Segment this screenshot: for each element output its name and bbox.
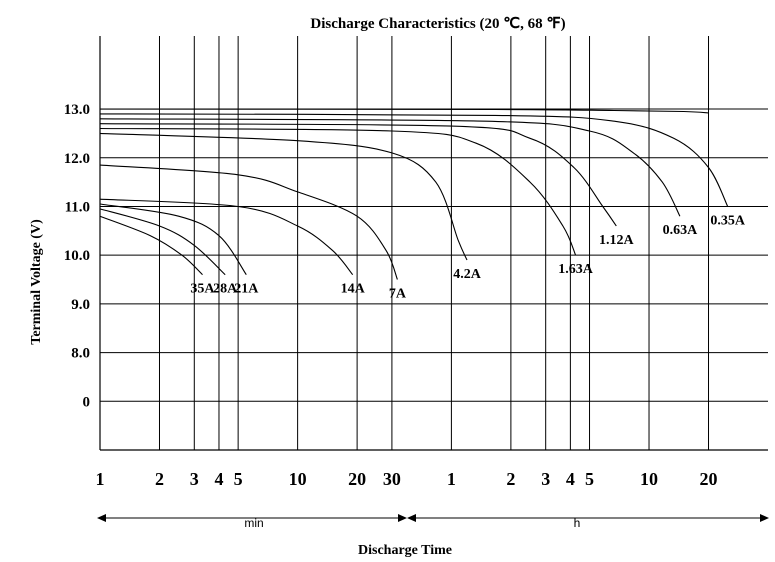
x-tick-label: 20 [700, 469, 718, 489]
x-tick-label: 4 [566, 469, 575, 489]
x-tick-label: 10 [640, 469, 658, 489]
curve-14a [99, 198, 354, 276]
curve-label-0-35a: 0.35A [710, 213, 746, 228]
curve-label-14a: 14A [341, 282, 366, 297]
chart-title: Discharge Characteristics (20 ℃, 68 ℉) [310, 16, 565, 32]
x-tick-label: 5 [585, 469, 594, 489]
x-tick-label: 5 [234, 469, 243, 489]
curve-label-1-63a: 1.63A [558, 262, 594, 277]
curve-label-0-63a: 0.63A [663, 223, 699, 238]
x-tick-label: 30 [383, 469, 401, 489]
x-tick-label: 20 [348, 469, 366, 489]
y-tick-label: 11.0 [65, 199, 90, 215]
curve-label-35a: 35A [190, 282, 215, 297]
curve-1-63a [99, 127, 577, 256]
x-tick-label: 10 [289, 469, 307, 489]
x-tick-label: 2 [155, 469, 164, 489]
curve-label-28a: 28A [213, 282, 238, 297]
x-tick-label: 1 [447, 469, 456, 489]
curve-21a [99, 203, 247, 276]
y-tick-label: 10.0 [64, 248, 90, 264]
h-unit-label: h [574, 516, 581, 530]
y-tick-label: 12.0 [64, 151, 90, 167]
x-axis-label: Discharge Time [358, 543, 452, 558]
curve-7a [99, 164, 398, 280]
curve-35a [99, 215, 203, 276]
curve-0-63a [99, 118, 681, 217]
curve-label-4-2a: 4.2A [453, 267, 482, 282]
x-tick-label: 2 [506, 469, 515, 489]
curve-label-7a: 7A [389, 287, 407, 302]
x-tick-label: 4 [214, 469, 223, 489]
curve-1-12a [99, 123, 617, 227]
x-tick-label: 1 [96, 469, 105, 489]
min-unit-label: min [244, 516, 263, 530]
y-tick-label: 8.0 [71, 346, 90, 362]
y-tick-label: 0 [83, 394, 91, 410]
h-range-arrow [407, 514, 769, 522]
min-range-arrow [97, 514, 407, 522]
y-tick-label: 13.0 [64, 102, 90, 118]
x-tick-label: 3 [541, 469, 550, 489]
curve-label-21a: 21A [234, 282, 259, 297]
curve-label-1-12a: 1.12A [599, 233, 635, 248]
curve-unlabeled [99, 108, 709, 114]
x-tick-label: 3 [190, 469, 199, 489]
curve-0-35a [99, 113, 729, 207]
y-tick-label: 9.0 [71, 297, 90, 313]
curve-4-2a [99, 132, 468, 261]
y-axis-label: Terminal Voltage (V) [29, 219, 44, 345]
curve-28a [99, 208, 226, 276]
